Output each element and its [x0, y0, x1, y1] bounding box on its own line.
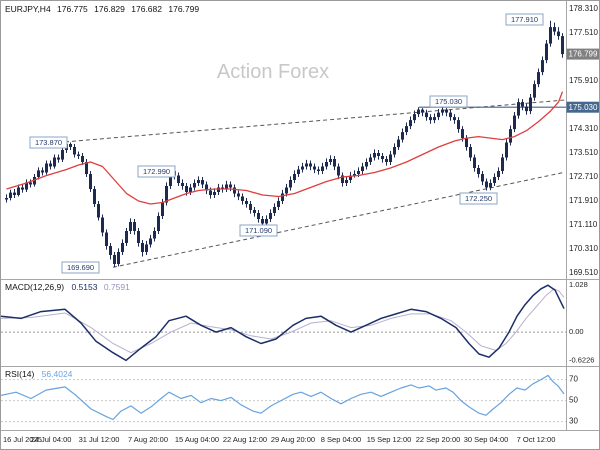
swing-label-text: 175.030 — [435, 97, 462, 106]
svg-text:169.510: 169.510 — [569, 268, 598, 277]
price-axis[interactable] — [566, 1, 599, 430]
svg-text:171.910: 171.910 — [569, 196, 598, 205]
svg-text:1.028: 1.028 — [569, 280, 588, 289]
level-price-tag: 175.030 — [566, 101, 599, 113]
ma-group — [6, 91, 564, 205]
svg-text:29 Aug 20:00: 29 Aug 20:00 — [271, 435, 315, 444]
svg-text:172.710: 172.710 — [569, 172, 598, 181]
svg-text:175.030: 175.030 — [569, 103, 598, 112]
swing-label-text: 177.910 — [511, 15, 538, 24]
svg-text:177.510: 177.510 — [569, 28, 598, 37]
svg-text:22 Aug 12:00: 22 Aug 12:00 — [223, 435, 267, 444]
svg-text:7 Oct 12:00: 7 Oct 12:00 — [517, 435, 556, 444]
swing-label-text: 172.250 — [465, 194, 492, 203]
svg-text:171.110: 171.110 — [569, 220, 598, 229]
macd-pane[interactable] — [1, 280, 566, 366]
rsi-line — [1, 374, 565, 421]
swing-label-text: 171.090 — [245, 226, 272, 235]
swing-label-box — [29, 136, 68, 149]
svg-text:31 Jul 12:00: 31 Jul 12:00 — [79, 435, 120, 444]
time-axis[interactable] — [1, 431, 599, 449]
rsi-pane-graphics: 70 50 30 — [1, 375, 578, 426]
moving-average-line — [6, 91, 564, 205]
swing-label-box — [137, 165, 176, 178]
svg-text:15 Aug 04:00: 15 Aug 04:00 — [175, 435, 219, 444]
pane-separators — [1, 1, 599, 431]
swing-label-text: 172.990 — [143, 167, 170, 176]
swing-label-box — [61, 261, 100, 274]
svg-text:22 Sep 20:00: 22 Sep 20:00 — [416, 435, 461, 444]
swing-label-box — [429, 95, 468, 108]
current-price-tag: 176.799 — [566, 48, 599, 60]
svg-text:50: 50 — [569, 396, 578, 405]
svg-text:30: 30 — [569, 417, 578, 426]
svg-text:8 Sep 04:00: 8 Sep 04:00 — [321, 435, 361, 444]
macd-pane-graphics: 1.028 0.00 -0.6226 — [1, 280, 594, 365]
svg-text:175.910: 175.910 — [569, 76, 598, 85]
svg-text:176.799: 176.799 — [569, 50, 598, 59]
svg-text:173.510: 173.510 — [569, 148, 598, 157]
macd-main-line — [1, 284, 565, 362]
swing-label-box — [239, 224, 278, 237]
svg-text:24 Jul 04:00: 24 Jul 04:00 — [31, 435, 72, 444]
svg-text:170.310: 170.310 — [569, 244, 598, 253]
svg-text:178.310: 178.310 — [569, 4, 598, 13]
swing-price-labels: 177.910 175.030 173.870 172.990 171.090 169.6… — [29, 13, 544, 274]
swing-label-box — [505, 13, 544, 26]
macd-signal-line — [1, 288, 565, 354]
svg-text:70: 70 — [569, 375, 578, 384]
swing-label-box — [459, 192, 498, 205]
swing-label-text: 169.690 — [67, 263, 94, 272]
svg-text:-0.6226: -0.6226 — [569, 356, 594, 365]
svg-text:7 Aug 20:00: 7 Aug 20:00 — [128, 435, 168, 444]
main-price-pane[interactable] — [1, 1, 566, 279]
svg-text:30 Sep 04:00: 30 Sep 04:00 — [464, 435, 509, 444]
svg-text:0.00: 0.00 — [569, 327, 584, 336]
svg-text:15 Sep 12:00: 15 Sep 12:00 — [367, 435, 412, 444]
svg-text:174.310: 174.310 — [569, 124, 598, 133]
swing-label-text: 173.870 — [35, 138, 62, 147]
svg-text:16 Jul 2025: 16 Jul 2025 — [3, 435, 42, 444]
rsi-pane[interactable] — [1, 367, 566, 430]
price-axis-ticks: 178.310 177.510 175.910 174.310 173.510 172.7… — [569, 4, 598, 277]
